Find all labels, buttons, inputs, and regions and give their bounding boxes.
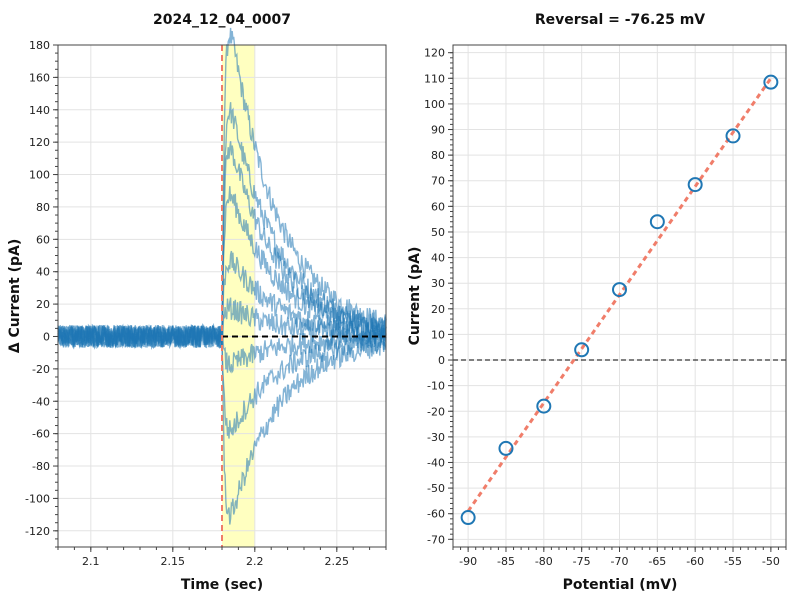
x-tick-label: 2.2 <box>246 555 264 568</box>
left-chart-title: 2024_12_04_0007 <box>153 12 291 28</box>
x-tick-label: -50 <box>762 555 780 568</box>
left-ticks: 2.1 2.15 2.2 2.25 -120 -100 -80 -60 -40 -20 0 20 40 6… <box>25 39 387 568</box>
x-tick-label: -75 <box>573 555 591 568</box>
y-tick-label: -70 <box>427 533 445 546</box>
y-tick-label: 110 <box>424 72 445 85</box>
right-overlays <box>453 77 786 513</box>
y-tick-label: 40 <box>431 252 445 265</box>
iv-point <box>649 214 665 230</box>
y-tick-label: 50 <box>431 226 445 239</box>
iv-point <box>687 177 703 193</box>
x-tick-label: -85 <box>497 555 515 568</box>
y-tick-label: -30 <box>427 431 445 444</box>
y-tick-label: -20 <box>427 405 445 418</box>
y-tick-label: -120 <box>25 525 50 538</box>
y-tick-label: 100 <box>424 98 445 111</box>
iv-point <box>574 342 590 358</box>
left-x-axis-label: Time (sec) <box>181 577 263 593</box>
right-ticks: -90 -85 -80 -75 -70 -65 -60 -55 -50 -70 -60 -50 -40 -… <box>424 47 787 568</box>
y-tick-label: 10 <box>431 328 445 341</box>
y-tick-label: -40 <box>32 395 50 408</box>
right-x-axis-label: Potential (mV) <box>563 577 678 593</box>
y-tick-label: 80 <box>431 149 445 162</box>
right-panel: Reversal = -76.25 mV -90 -85 -80 -75 -70 -65-… <box>407 12 787 593</box>
right-y-axis-label: Current (pA) <box>407 247 423 346</box>
y-tick-label: 180 <box>29 39 50 52</box>
x-tick-label: -90 <box>459 555 477 568</box>
y-tick-label: 100 <box>29 169 50 182</box>
fit-line <box>466 77 773 513</box>
y-tick-label: 0 <box>43 330 50 343</box>
y-tick-label: 40 <box>36 266 50 279</box>
current-trace <box>57 322 387 525</box>
iv-points <box>460 74 779 526</box>
y-tick-label: 90 <box>431 124 445 137</box>
x-tick-label: -60 <box>686 555 704 568</box>
x-tick-label: -65 <box>648 555 666 568</box>
y-tick-label: 70 <box>431 175 445 188</box>
y-tick-label: -80 <box>32 460 50 473</box>
y-tick-label: 20 <box>431 303 445 316</box>
iv-point <box>498 440 514 456</box>
y-tick-label: 30 <box>431 277 445 290</box>
left-y-axis-label: Δ Current (pA) <box>7 239 23 353</box>
y-tick-label: 20 <box>36 298 50 311</box>
right-grid <box>453 45 786 547</box>
y-tick-label: -60 <box>427 508 445 521</box>
y-tick-label: 60 <box>431 200 445 213</box>
iv-point <box>536 398 552 414</box>
x-tick-label: 2.25 <box>325 555 350 568</box>
left-panel: 2024_12_04_0007 2.1 2.15 2.2 2.25 -120 -100 -8… <box>7 12 387 593</box>
y-tick-label: -60 <box>32 428 50 441</box>
y-tick-label: -50 <box>427 482 445 495</box>
y-tick-label: -100 <box>25 492 50 505</box>
x-tick-label: 2.15 <box>161 555 186 568</box>
iv-point <box>725 128 741 144</box>
y-tick-label: 60 <box>36 233 50 246</box>
y-tick-label: 0 <box>438 354 445 367</box>
y-tick-label: 120 <box>424 47 445 60</box>
y-tick-label: 160 <box>29 71 50 84</box>
x-tick-label: 2.1 <box>82 555 100 568</box>
iv-point <box>763 74 779 90</box>
y-tick-label: -10 <box>427 380 445 393</box>
x-tick-label: -70 <box>611 555 629 568</box>
iv-point <box>612 282 627 298</box>
left-overlays <box>221 45 386 547</box>
y-tick-label: 120 <box>29 136 50 149</box>
right-chart-title: Reversal = -76.25 mV <box>535 12 705 28</box>
x-tick-label: -80 <box>535 555 553 568</box>
x-tick-label: -55 <box>724 555 742 568</box>
y-tick-label: 80 <box>36 201 50 214</box>
y-tick-label: -40 <box>427 456 445 469</box>
y-tick-label: -20 <box>32 363 50 376</box>
y-tick-label: 140 <box>29 104 50 117</box>
iv-point <box>460 510 476 526</box>
